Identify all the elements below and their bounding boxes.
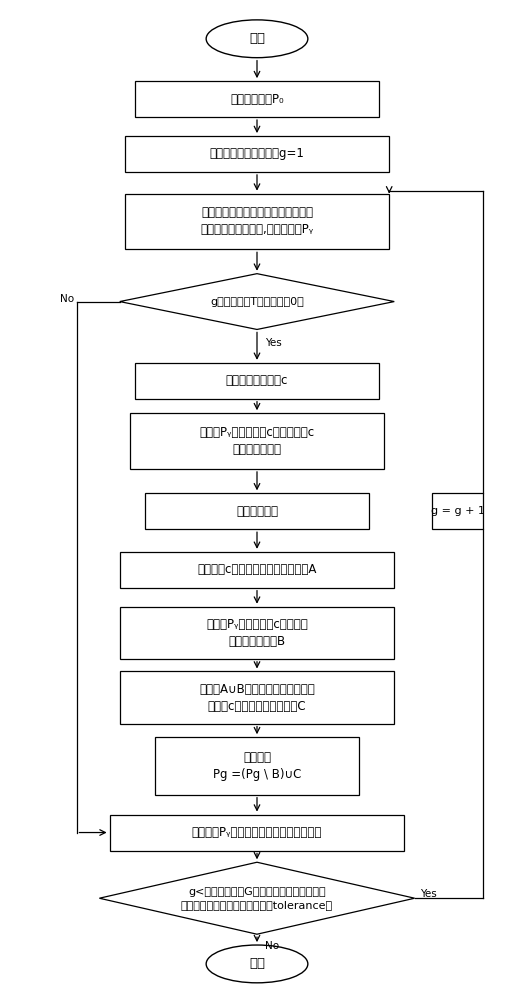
Text: No: No bbox=[60, 294, 74, 304]
FancyBboxPatch shape bbox=[145, 493, 369, 529]
Polygon shape bbox=[120, 274, 394, 329]
Ellipse shape bbox=[206, 20, 308, 58]
Text: 更新群体
Pg =(Pg \ B)∪C: 更新群体 Pg =(Pg \ B)∪C bbox=[213, 751, 301, 781]
Text: 随机产生聚类数目c: 随机产生聚类数目c bbox=[226, 374, 288, 387]
Text: 开始: 开始 bbox=[249, 32, 265, 45]
Text: 生成初始种群P₀: 生成初始种群P₀ bbox=[230, 93, 284, 106]
FancyBboxPatch shape bbox=[135, 81, 379, 117]
Text: 从种群Pᵧ中随机选择c个不同个
体，定义为集合B: 从种群Pᵧ中随机选择c个不同个 体，定义为集合B bbox=[206, 618, 308, 648]
FancyBboxPatch shape bbox=[155, 737, 359, 795]
Text: g对聚类周期T取余是否为0？: g对聚类周期T取余是否为0？ bbox=[210, 297, 304, 307]
Text: 通过差分进化算法更新种群，包括变
异、交叉、选择操作,新的种群为Pᵧ: 通过差分进化算法更新种群，包括变 异、交叉、选择操作,新的种群为Pᵧ bbox=[200, 206, 314, 236]
Text: 计算种群Pᵧ中所有个体对应的目标函数値: 计算种群Pᵧ中所有个体对应的目标函数値 bbox=[192, 826, 322, 839]
FancyBboxPatch shape bbox=[130, 413, 384, 469]
FancyBboxPatch shape bbox=[125, 136, 389, 172]
Text: 结束: 结束 bbox=[249, 957, 265, 970]
Text: 设置当前种群进化代数g=1: 设置当前种群进化代数g=1 bbox=[210, 147, 304, 160]
Text: 从集合A∪B中找出对应目标函数値
最小的c个个体，定义为集合C: 从集合A∪B中找出对应目标函数値 最小的c个个体，定义为集合C bbox=[199, 683, 315, 713]
Text: g = g + 1: g = g + 1 bbox=[431, 506, 485, 516]
FancyBboxPatch shape bbox=[125, 194, 389, 249]
Text: g<最大进化代数G且当前种群中所有个体对
应的目标函数値均大于允许误差tolerance？: g<最大进化代数G且当前种群中所有个体对 应的目标函数値均大于允许误差toler… bbox=[181, 887, 333, 910]
Text: Yes: Yes bbox=[420, 889, 436, 899]
Text: 计算新的c个聚类中心，定义为集合A: 计算新的c个聚类中心，定义为集合A bbox=[197, 563, 317, 576]
FancyBboxPatch shape bbox=[120, 671, 394, 724]
FancyBboxPatch shape bbox=[120, 552, 394, 588]
Polygon shape bbox=[99, 862, 415, 934]
Text: 计算隶属度値: 计算隶属度値 bbox=[236, 505, 278, 518]
Text: Yes: Yes bbox=[265, 338, 281, 348]
Text: 从种群Pᵧ中随机选择c个个体作为c
个初始聚类中心: 从种群Pᵧ中随机选择c个个体作为c 个初始聚类中心 bbox=[199, 426, 315, 456]
Ellipse shape bbox=[206, 945, 308, 983]
Text: No: No bbox=[265, 941, 279, 951]
FancyBboxPatch shape bbox=[120, 607, 394, 659]
FancyBboxPatch shape bbox=[432, 493, 483, 529]
FancyBboxPatch shape bbox=[109, 815, 405, 851]
FancyBboxPatch shape bbox=[135, 363, 379, 399]
